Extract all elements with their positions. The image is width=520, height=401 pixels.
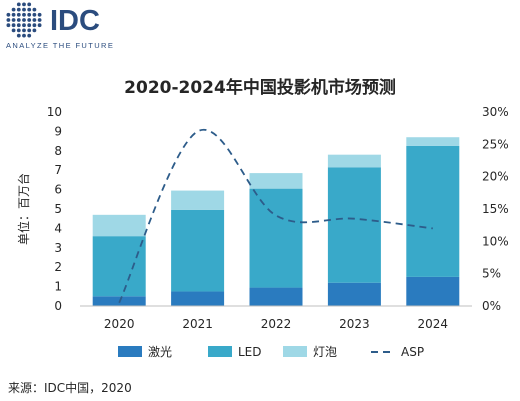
bar-灯泡-2021	[171, 190, 225, 210]
logo-name: IDC	[50, 5, 100, 37]
y2-tick-label: 5%	[482, 267, 501, 281]
bar-激光-2021	[171, 291, 225, 306]
globe-dot	[6, 23, 11, 28]
y2-tick-label: 30%	[482, 105, 509, 119]
legend-swatch-LED	[208, 346, 232, 357]
x-tick-label: 2021	[182, 317, 213, 331]
y-tick-label: 0	[54, 299, 62, 313]
legend-swatch-灯泡	[283, 346, 307, 357]
globe-dot	[11, 12, 16, 17]
asp-line	[118, 128, 433, 304]
globe-dot	[11, 18, 16, 22]
globe-dot	[16, 18, 21, 22]
logo-tagline: ANALYZE THE FUTURE	[6, 41, 114, 50]
y-tick-label: 9	[54, 124, 62, 138]
globe-dot	[16, 28, 21, 33]
globe-dot	[27, 12, 32, 17]
legend-label-LED: LED	[238, 345, 262, 359]
globe-dot	[32, 18, 37, 22]
bar-灯泡-2023	[327, 154, 381, 168]
bar-LED-2022	[249, 188, 303, 288]
globe-dot	[22, 28, 26, 33]
legend-label-灯泡: 灯泡	[313, 345, 337, 359]
globe-dot	[16, 12, 21, 17]
globe-dot	[22, 33, 26, 38]
globe-dot	[16, 23, 21, 28]
bar-灯泡-2024	[406, 137, 460, 146]
y-tick-label: 5	[54, 202, 62, 216]
globe-dot	[32, 23, 37, 28]
globe-icon	[6, 2, 42, 38]
globe-dot	[37, 12, 42, 17]
x-tick-label: 2023	[339, 317, 370, 331]
y-tick-label: 1	[54, 280, 62, 294]
globe-dot	[37, 23, 42, 28]
bar-LED-2020	[92, 236, 146, 297]
globe-dot	[27, 18, 32, 22]
globe-dot	[22, 7, 26, 12]
y2-tick-label: 10%	[482, 234, 509, 248]
globe-dot	[27, 7, 32, 12]
globe-dot	[16, 33, 21, 38]
bar-LED-2023	[327, 167, 381, 283]
idc-logo: IDC ANALYZE THE FUTURE	[6, 2, 114, 50]
globe-dot	[16, 2, 21, 7]
chart-title: 2020-2024年中国投影机市场预测	[124, 77, 396, 98]
globe-dot	[22, 12, 26, 17]
bars	[92, 137, 460, 306]
x-axis-ticks: 2020 2021 2022 2023 2024	[104, 317, 448, 331]
globe-dot	[11, 23, 16, 28]
globe-dot	[22, 18, 26, 22]
globe-dot	[27, 28, 32, 33]
globe-dot	[27, 2, 32, 7]
y2-tick-label: 20%	[482, 170, 509, 184]
globe-dot	[6, 18, 11, 22]
globe-dot	[11, 28, 16, 33]
source-note: 来源：IDC中国，2020	[8, 380, 132, 395]
globe-dot	[16, 7, 21, 12]
bar-灯泡-2022	[249, 173, 303, 189]
y2-tick-label: 25%	[482, 137, 509, 151]
y-tick-label: 8	[54, 144, 62, 158]
globe-dot	[32, 7, 37, 12]
bar-LED-2021	[171, 209, 225, 292]
x-tick-label: 2024	[418, 317, 449, 331]
y-axis-ticks: 0 1 2 3 4 5 6 7 8 9 10	[47, 105, 62, 313]
y-tick-label: 4	[54, 221, 62, 235]
bar-灯泡-2020	[92, 214, 146, 237]
legend-label-激光: 激光	[148, 345, 172, 359]
bar-激光-2022	[249, 287, 303, 306]
y-tick-label: 2	[54, 260, 62, 274]
legend-label-ASP: ASP	[401, 345, 424, 359]
globe-dot	[37, 18, 42, 22]
x-tick-label: 2022	[261, 317, 292, 331]
globe-dot	[32, 28, 37, 33]
y-tick-label: 3	[54, 241, 62, 255]
legend: 激光 LED 灯泡 ASP	[118, 345, 424, 359]
y-axis-label: 单位：百万台	[16, 173, 31, 245]
globe-dot	[22, 23, 26, 28]
bar-激光-2023	[327, 282, 381, 306]
y-tick-label: 7	[54, 163, 62, 177]
y-tick-label: 6	[54, 183, 62, 197]
y2-axis-ticks: 0% 5% 10% 15% 20% 25% 30%	[482, 105, 509, 313]
y-tick-label: 10	[47, 105, 62, 119]
globe-dot	[11, 7, 16, 12]
globe-dot	[27, 33, 32, 38]
globe-dot	[32, 12, 37, 17]
line-ASP	[118, 128, 433, 304]
globe-dot	[6, 12, 11, 17]
globe-dot	[22, 2, 26, 7]
bar-LED-2024	[406, 145, 460, 277]
legend-swatch-激光	[118, 346, 142, 357]
globe-dot	[27, 23, 32, 28]
y2-tick-label: 15%	[482, 202, 509, 216]
bar-激光-2024	[406, 276, 460, 306]
x-tick-label: 2020	[104, 317, 135, 331]
y2-tick-label: 0%	[482, 299, 501, 313]
